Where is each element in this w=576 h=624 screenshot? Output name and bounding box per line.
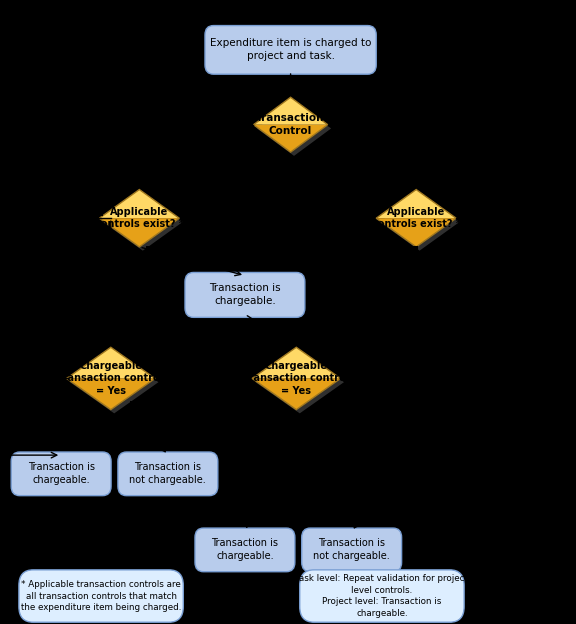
Text: No: No	[147, 247, 160, 257]
Text: Yes: Yes	[86, 206, 102, 216]
FancyBboxPatch shape	[19, 570, 183, 622]
FancyBboxPatch shape	[300, 570, 464, 622]
Text: Yes: Yes	[40, 366, 56, 376]
FancyBboxPatch shape	[205, 26, 376, 74]
Polygon shape	[376, 218, 456, 247]
FancyBboxPatch shape	[118, 452, 218, 495]
Text: Transaction is
chargeable.: Transaction is chargeable.	[211, 539, 278, 562]
Text: Expenditure item is charged to
project and task.: Expenditure item is charged to project a…	[210, 39, 372, 61]
Polygon shape	[103, 193, 183, 251]
Text: Transaction is
chargeable.: Transaction is chargeable.	[28, 462, 94, 485]
Text: No: No	[520, 423, 533, 433]
Polygon shape	[253, 97, 328, 125]
Polygon shape	[100, 190, 179, 218]
Polygon shape	[380, 193, 460, 251]
Polygon shape	[67, 378, 155, 409]
Text: No: No	[131, 401, 144, 411]
Text: Applicable
controls exist? *: Applicable controls exist? *	[372, 207, 461, 230]
Text: Transaction
Control: Transaction Control	[256, 114, 325, 136]
Polygon shape	[100, 218, 179, 247]
Text: Chargeable
transaction control
= Yes: Chargeable transaction control = Yes	[58, 361, 164, 396]
FancyBboxPatch shape	[302, 528, 401, 572]
FancyBboxPatch shape	[185, 273, 305, 318]
Text: Chargeable
transaction control
= Yes: Chargeable transaction control = Yes	[244, 361, 349, 396]
Polygon shape	[252, 348, 340, 378]
Text: * Applicable transaction controls are
all transaction controls that match
the ex: * Applicable transaction controls are al…	[21, 580, 181, 612]
Text: Yes: Yes	[401, 247, 417, 257]
Text: Inclusive: Inclusive	[339, 115, 382, 125]
Text: Transaction is
not chargeable.: Transaction is not chargeable.	[130, 462, 206, 485]
Text: No: No	[405, 428, 418, 438]
Text: No: No	[520, 235, 533, 245]
Polygon shape	[70, 351, 158, 413]
Text: Yes: Yes	[276, 412, 291, 422]
Text: Transaction is
chargeable.: Transaction is chargeable.	[209, 283, 281, 306]
Text: Transaction is
not chargeable.: Transaction is not chargeable.	[313, 539, 390, 562]
Polygon shape	[67, 348, 155, 378]
Text: Applicable
controls exist? *: Applicable controls exist? *	[95, 207, 184, 230]
Polygon shape	[376, 190, 456, 218]
Text: Task level: Repeat validation for project
level controls.
Project level: Transac: Task level: Repeat validation for projec…	[295, 574, 468, 618]
Polygon shape	[256, 351, 344, 413]
Text: Exclusive: Exclusive	[196, 115, 242, 125]
Polygon shape	[253, 125, 328, 152]
FancyBboxPatch shape	[11, 452, 111, 495]
Text: No: No	[343, 366, 356, 376]
FancyBboxPatch shape	[195, 528, 295, 572]
Polygon shape	[257, 101, 331, 156]
Polygon shape	[252, 378, 340, 409]
